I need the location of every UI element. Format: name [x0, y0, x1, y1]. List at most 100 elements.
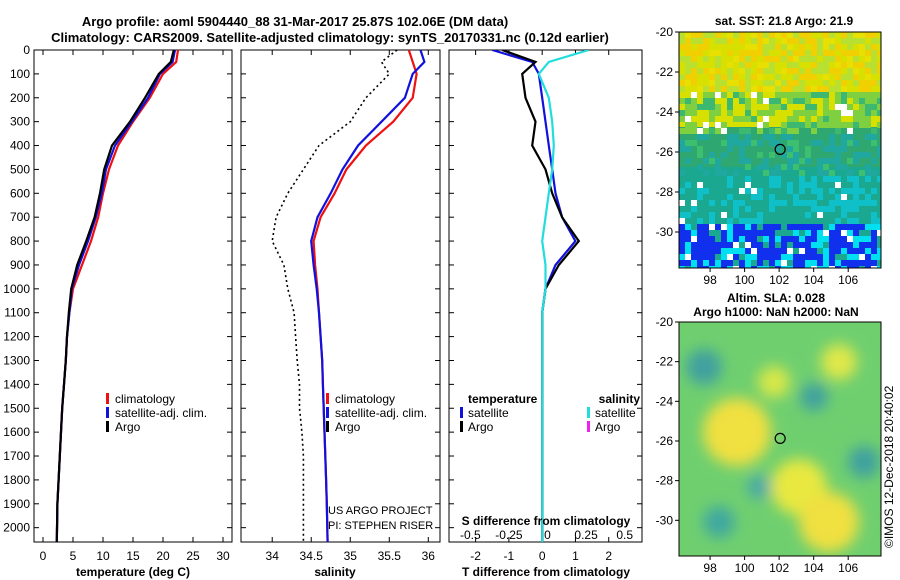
sst-cell — [859, 32, 865, 38]
sst-cell — [805, 110, 811, 116]
sst-cell — [805, 230, 811, 236]
sst-cell — [733, 140, 739, 146]
sst-cell — [829, 50, 835, 56]
sst-cell — [787, 32, 793, 38]
sst-cell — [811, 182, 817, 188]
sst-cell — [709, 104, 715, 110]
sst-cell — [823, 260, 829, 266]
sst-cell — [691, 68, 697, 74]
sst-cell — [733, 248, 739, 254]
sst-cell — [865, 86, 871, 92]
sst-cell — [817, 194, 823, 200]
x-tick-label: 15 — [126, 549, 140, 563]
sst-cell — [799, 92, 805, 98]
sst-cell — [733, 200, 739, 206]
map-y-tick-label: -20 — [656, 315, 674, 329]
map-y-tick-label: -30 — [656, 513, 674, 527]
sst-cell — [805, 32, 811, 38]
sst-cell — [709, 68, 715, 74]
sst-cell — [799, 266, 805, 268]
sst-cell — [769, 236, 775, 242]
sst-cell — [715, 260, 721, 266]
sst-cell — [709, 212, 715, 218]
sst-cell — [787, 122, 793, 128]
legend-swatch-climatology — [326, 393, 329, 404]
sst-cell — [823, 146, 829, 152]
sst-cell — [751, 254, 757, 260]
sst-cell — [715, 158, 721, 164]
sst-cell — [787, 164, 793, 170]
sst-cell — [835, 128, 841, 134]
sst-cell — [751, 50, 757, 56]
sst-cell — [697, 230, 703, 236]
sst-cell — [823, 170, 829, 176]
sst-cell — [841, 86, 847, 92]
sst-cell — [877, 218, 881, 224]
sst-cell — [721, 152, 727, 158]
sst-cell — [871, 188, 877, 194]
sst-cell — [733, 86, 739, 92]
sst-cell — [703, 128, 709, 134]
sst-cell — [871, 260, 877, 266]
sst-cell — [853, 56, 859, 62]
sst-cell — [847, 110, 853, 116]
sst-cell — [811, 38, 817, 44]
sst-cell — [781, 260, 787, 266]
sst-cell — [847, 230, 853, 236]
depth-tick-label: 1100 — [4, 306, 30, 320]
sst-cell — [793, 62, 799, 68]
sst-cell — [871, 62, 877, 68]
sst-cell — [811, 140, 817, 146]
sst-cell — [835, 44, 841, 50]
sst-cell — [805, 104, 811, 110]
difference-lines — [491, 50, 590, 542]
sst-cell — [775, 140, 781, 146]
legend-label-s-argo: Argo — [595, 420, 621, 434]
sst-cell — [817, 140, 823, 146]
sst-cell — [769, 32, 775, 38]
sst-cell — [847, 176, 853, 182]
sst-cell — [829, 68, 835, 74]
sst-cell — [835, 56, 841, 62]
sst-cell — [751, 140, 757, 146]
sst-cell — [727, 32, 733, 38]
map-y-tick-label: -28 — [656, 474, 674, 488]
sst-cell — [829, 254, 835, 260]
sst-cell — [739, 68, 745, 74]
legend-label-argo: Argo — [115, 420, 141, 434]
sst-cell — [865, 170, 871, 176]
sst-cell — [775, 32, 781, 38]
sst-cell — [679, 254, 685, 260]
sst-cell — [877, 122, 881, 128]
sst-cell — [769, 182, 775, 188]
sst-cell — [775, 182, 781, 188]
sst-cell — [679, 170, 685, 176]
sst-cell — [859, 62, 865, 68]
sst-cell — [691, 260, 697, 266]
sst-cell — [823, 110, 829, 116]
sst-cell — [787, 86, 793, 92]
sst-cell — [865, 110, 871, 116]
sst-cell — [763, 266, 769, 268]
sst-cell — [739, 62, 745, 68]
sst-cell — [865, 68, 871, 74]
sst-cell — [709, 266, 715, 268]
sst-cell — [823, 236, 829, 242]
sst-cell — [877, 68, 881, 74]
depth-tick-label: 100 — [10, 67, 30, 81]
sst-cell — [811, 242, 817, 248]
s-tick-label: 0.25 — [574, 528, 598, 542]
sst-cell — [793, 158, 799, 164]
sst-cell — [703, 242, 709, 248]
sst-cell — [847, 266, 853, 268]
depth-tick-label: 600 — [10, 186, 30, 200]
sst-cell — [847, 242, 853, 248]
sst-cell — [757, 86, 763, 92]
map-x-tick-label: 104 — [804, 561, 824, 575]
depth-tick-label: 1000 — [3, 282, 30, 296]
sst-cell — [823, 122, 829, 128]
sst-cell — [859, 80, 865, 86]
sst-cell — [793, 92, 799, 98]
depth-tick-label: 1300 — [3, 353, 30, 367]
sst-cell — [793, 68, 799, 74]
